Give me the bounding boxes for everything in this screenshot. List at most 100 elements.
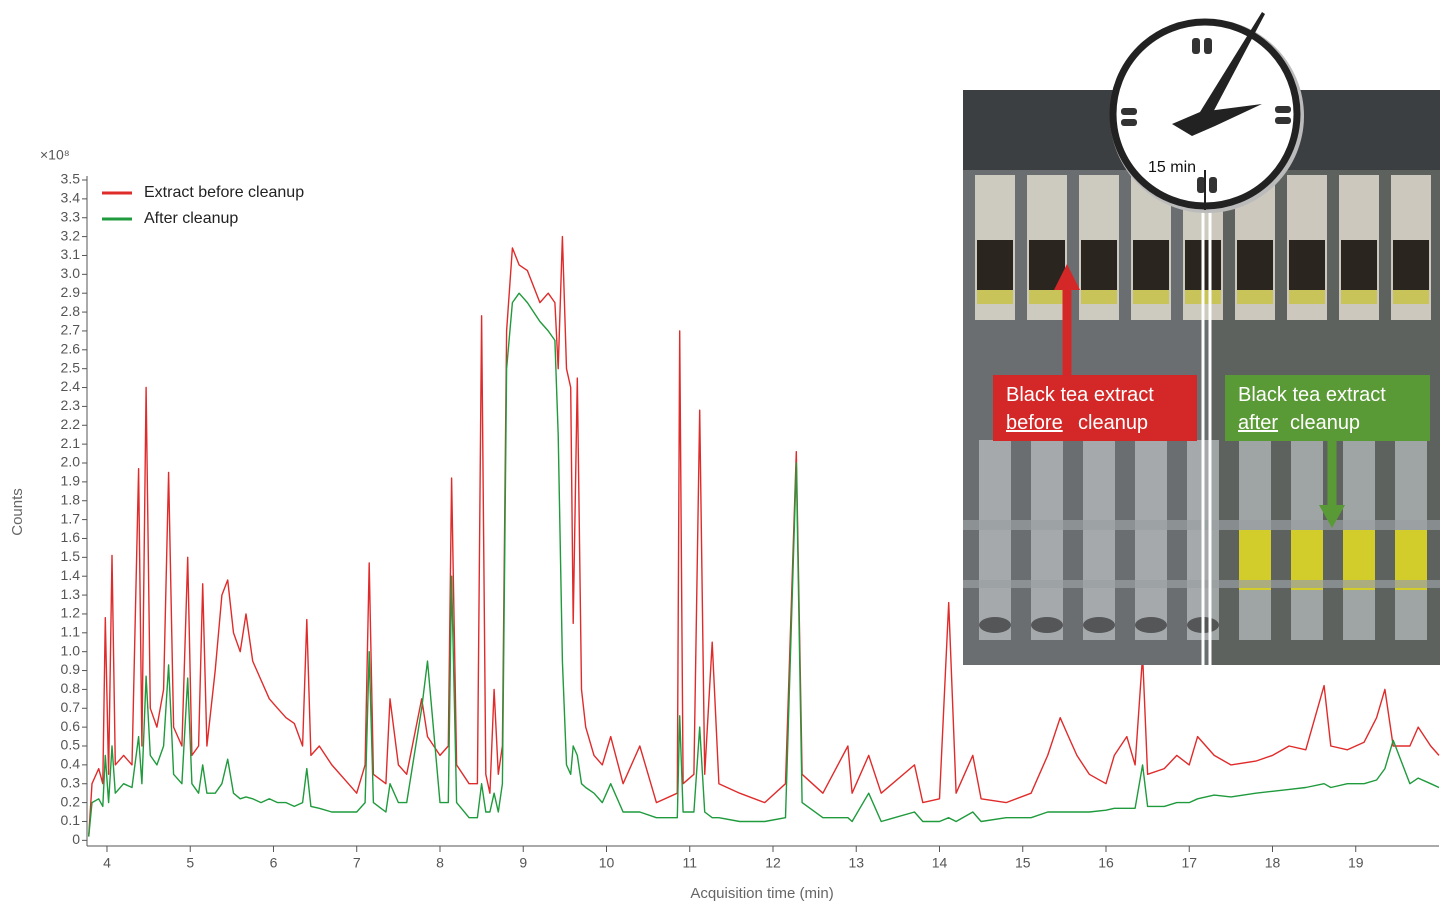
legend-label: Extract before cleanup xyxy=(144,184,304,201)
y-tick-label: 1.4 xyxy=(61,567,81,583)
vial-bottom xyxy=(1083,617,1115,633)
x-tick-label: 6 xyxy=(270,855,278,871)
y-tick-label: 1.6 xyxy=(61,529,81,545)
y-scale-label: ×10⁸ xyxy=(40,147,70,163)
vial-bottom xyxy=(1031,617,1063,633)
vial xyxy=(979,440,1011,640)
y-tick-label: 2.3 xyxy=(61,397,81,413)
tubes xyxy=(975,175,1431,640)
clock-mark xyxy=(1209,177,1217,193)
y-tick-label: 0.8 xyxy=(61,680,81,696)
tube-band xyxy=(1341,290,1377,304)
vial-bottom xyxy=(1135,617,1167,633)
series-line xyxy=(88,235,1440,837)
y-tick-label: 0.2 xyxy=(61,793,81,809)
clock-mark xyxy=(1197,177,1205,193)
x-tick-label: 11 xyxy=(682,855,697,871)
tube-band xyxy=(1237,290,1273,304)
y-tick-label: 2.9 xyxy=(61,284,81,300)
y-tick-label: 0.5 xyxy=(61,737,81,753)
tube-band xyxy=(977,290,1013,304)
x-tick-label: 8 xyxy=(436,855,444,871)
vial xyxy=(1031,440,1063,640)
clock-mark xyxy=(1275,117,1291,124)
y-tick-label: 2.4 xyxy=(61,378,81,394)
x-tick-label: 16 xyxy=(1098,855,1114,871)
y-tick-label: 3.5 xyxy=(61,171,81,187)
y-tick-label: 3.3 xyxy=(61,208,81,224)
tube-content xyxy=(1393,240,1429,290)
clock-label: 15 min xyxy=(1148,159,1196,176)
y-tick-label: 1.9 xyxy=(61,473,81,489)
y-tick-label: 1.2 xyxy=(61,605,81,621)
y-tick-label: 3.1 xyxy=(61,246,81,262)
after-box xyxy=(1225,375,1430,441)
clock-mark xyxy=(1204,38,1212,54)
x-tick-label: 13 xyxy=(848,855,864,871)
x-tick-label: 7 xyxy=(353,855,361,871)
after-emphasis: after xyxy=(1238,412,1278,434)
after-line1: Black tea extract xyxy=(1238,384,1386,406)
y-tick-label: 2.7 xyxy=(61,322,81,338)
y-tick-label: 0.6 xyxy=(61,718,81,734)
y-tick-label: 2.8 xyxy=(61,303,81,319)
legend-label: After cleanup xyxy=(144,210,238,227)
x-tick-label: 17 xyxy=(1181,855,1197,871)
y-tick-label: 1.8 xyxy=(61,491,81,507)
y-axis-title: Counts xyxy=(9,488,26,536)
y-tick-label: 0.9 xyxy=(61,661,81,677)
clock-hand xyxy=(1196,12,1265,132)
y-tick-label: 2.5 xyxy=(61,359,81,375)
before-line1: Black tea extract xyxy=(1006,384,1154,406)
y-tick-label: 0.1 xyxy=(61,812,81,828)
x-tick-label: 18 xyxy=(1265,855,1281,871)
tube-content xyxy=(1237,240,1273,290)
x-axis-title: Acquisition time (min) xyxy=(690,885,833,902)
tube-band xyxy=(1081,290,1117,304)
tube-content xyxy=(1133,240,1169,290)
arrow-head xyxy=(1319,505,1345,528)
y-tick-label: 3.2 xyxy=(61,227,81,243)
x-tick-label: 5 xyxy=(186,855,194,871)
y-tick-label: 1.3 xyxy=(61,586,81,602)
y-tick-label: 1.5 xyxy=(61,548,81,564)
x-tick-label: 15 xyxy=(1015,855,1031,871)
clock-mark xyxy=(1121,119,1137,126)
plot-area: 0 0.1 0.2 0.3 0.4 0.5 0.6 0.7 0.8 0.9 1.0 1.1 1.2 1.3… xyxy=(61,171,1440,871)
y-tick-label: 1.0 xyxy=(61,642,81,658)
y-tick-label: 1.7 xyxy=(61,510,81,526)
clock-hand xyxy=(1172,104,1262,136)
y-tick-label: 0 xyxy=(72,831,80,847)
y-tick-label: 2.1 xyxy=(61,435,81,451)
tube-band xyxy=(1029,290,1065,304)
y-tick-label: 2.2 xyxy=(61,416,81,432)
tube-band xyxy=(1133,290,1169,304)
y-tick-label: 0.7 xyxy=(61,699,81,715)
before-emphasis: before xyxy=(1006,412,1063,434)
vial xyxy=(1083,440,1115,640)
clock-mark xyxy=(1275,106,1291,113)
tube-content xyxy=(1081,240,1117,290)
y-tick-label: 1.1 xyxy=(61,624,81,640)
arrow-head xyxy=(1054,264,1080,290)
y-tick-label: 0.3 xyxy=(61,774,81,790)
tube-band xyxy=(1393,290,1429,304)
tube-content xyxy=(1289,240,1325,290)
series-line xyxy=(88,292,1440,837)
inset-photo: Black tea extract before cleanup Black t… xyxy=(963,12,1440,665)
x-tick-label: 14 xyxy=(932,855,948,871)
y-tick-label: 2.0 xyxy=(61,454,81,470)
vial-bottom xyxy=(979,617,1011,633)
y-tick-label: 2.6 xyxy=(61,341,81,357)
y-tick-label: 3.4 xyxy=(61,190,81,206)
tube-content xyxy=(1341,240,1377,290)
x-tick-label: 10 xyxy=(599,855,615,871)
tube-band xyxy=(1289,290,1325,304)
x-tick-label: 4 xyxy=(103,855,111,871)
before-line2: cleanup xyxy=(1078,412,1148,434)
x-tick-label: 12 xyxy=(765,855,781,871)
clock-mark xyxy=(1192,38,1200,54)
clock-mark xyxy=(1121,108,1137,115)
tube-content xyxy=(977,240,1013,290)
